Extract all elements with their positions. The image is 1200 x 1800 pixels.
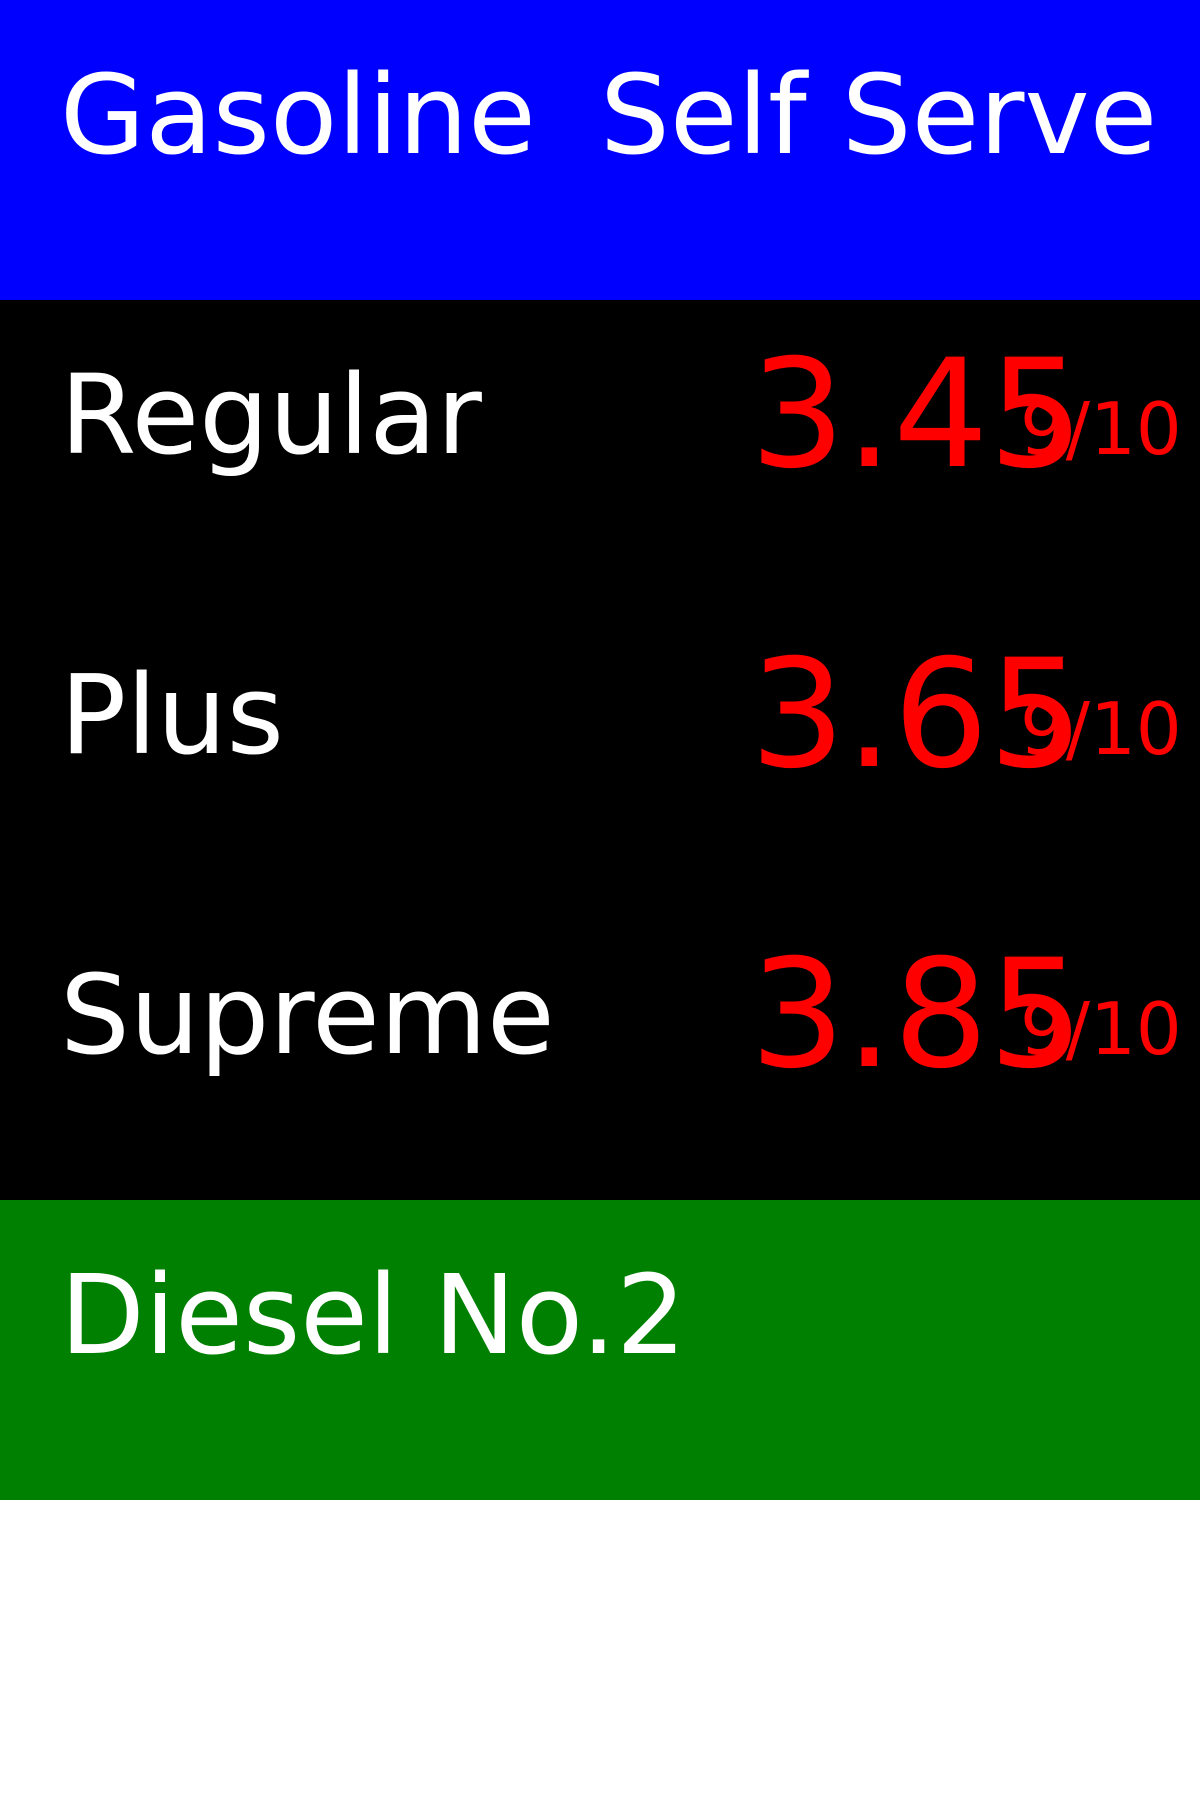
header-gasoline-label: Gasoline [60,51,536,179]
header-band: Gasoline Self Serve [0,0,1200,300]
diesel-label: Diesel No.2 [60,1251,687,1379]
price-row-supreme: Supreme 3.85 9/10 [0,900,1200,1200]
header-self-serve-label: Self Serve [600,51,1158,179]
grade-label: Supreme [60,951,555,1079]
price-row-regular: Regular 3.45 9/10 [0,300,1200,600]
grade-label: Plus [60,651,284,779]
diesel-band: Diesel No.2 [0,1200,1200,1500]
price-value: 3.85 [750,928,1084,1102]
price-fraction: 9/10 [1020,387,1182,471]
price-fraction: 9/10 [1020,987,1182,1071]
price-row-plus: Plus 3.65 9/10 [0,600,1200,900]
price-value: 3.45 [750,328,1084,502]
grade-label: Regular [60,351,482,479]
price-fraction: 9/10 [1020,687,1182,771]
price-value: 3.65 [750,628,1084,802]
